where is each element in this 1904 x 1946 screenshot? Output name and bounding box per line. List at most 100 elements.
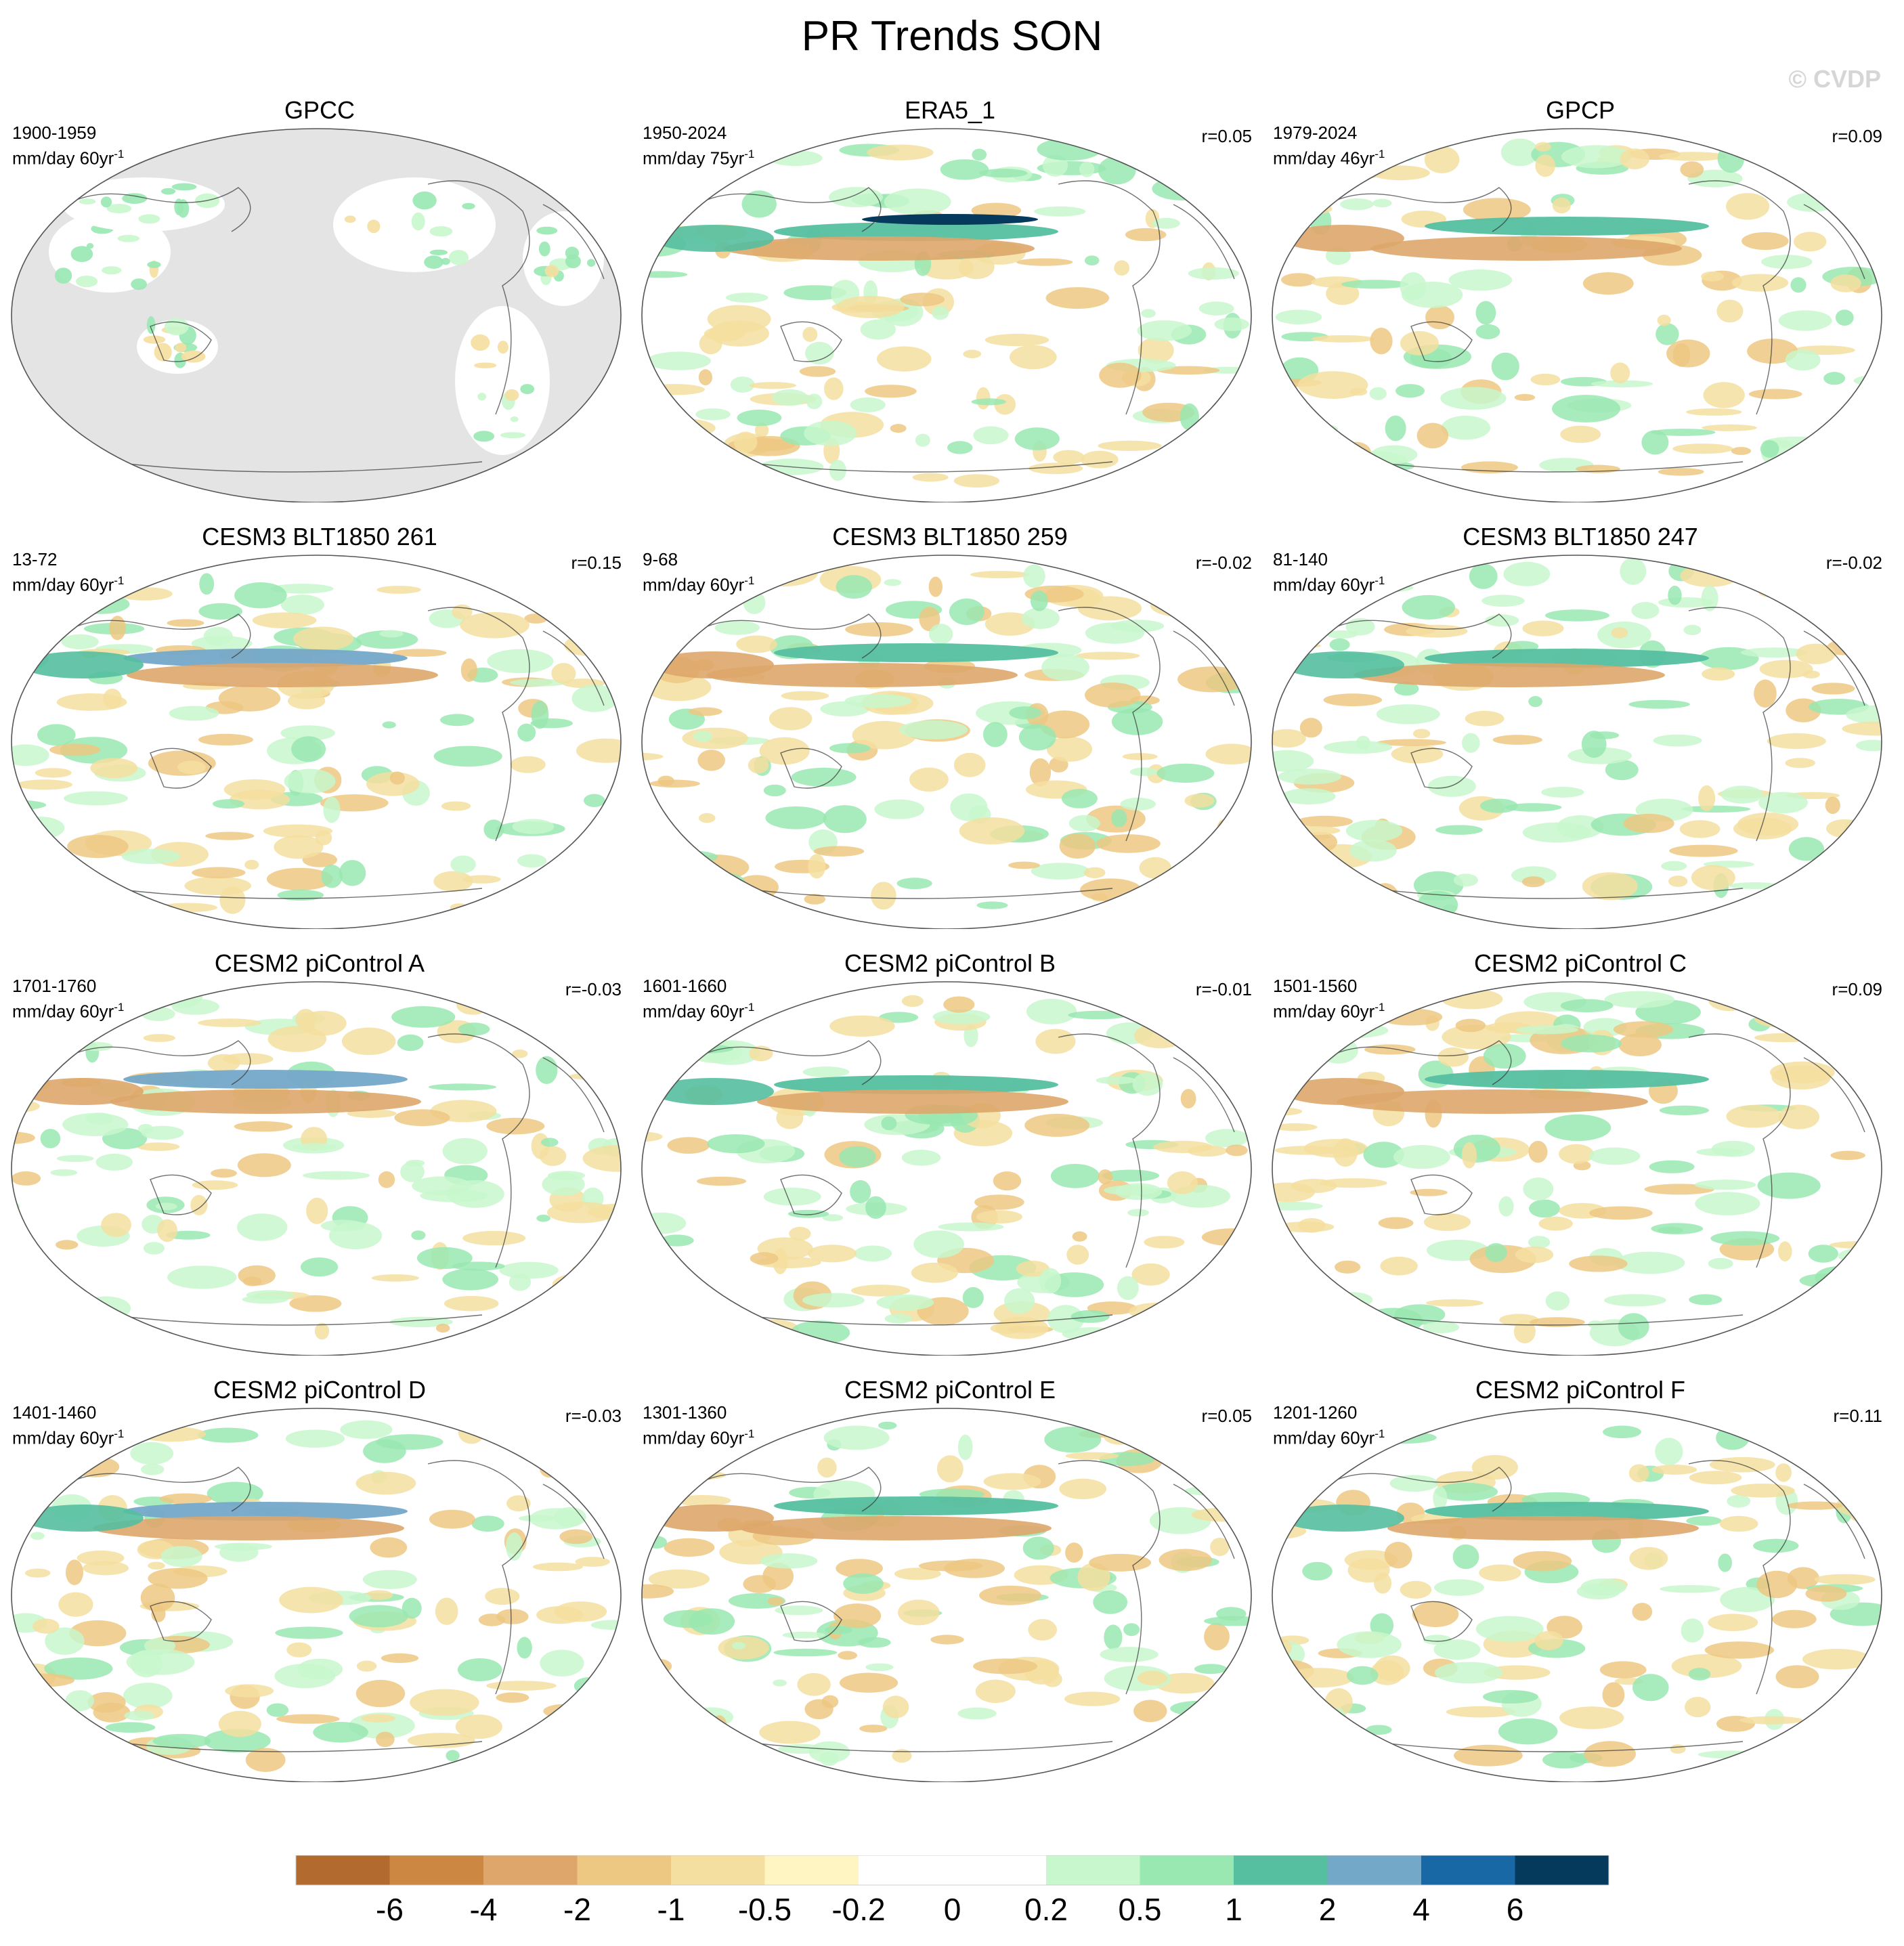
trend-blob (1559, 1706, 1624, 1729)
trend-blob (930, 1635, 964, 1645)
trend-blob (517, 854, 547, 868)
trend-blob (56, 693, 127, 711)
trend-blob (211, 1169, 237, 1178)
trend-blob (1753, 1538, 1799, 1553)
trend-blob (1093, 1590, 1128, 1614)
trend-blob (1485, 1242, 1507, 1262)
trend-blob (1369, 387, 1387, 400)
trend-blob (389, 771, 405, 785)
trend-blob (749, 382, 796, 389)
trend-blob (1289, 202, 1333, 215)
trend-blob (20, 1718, 43, 1742)
trend-blob (759, 737, 810, 765)
pattern-correlation: r=0.05 (1201, 1406, 1252, 1426)
trend-blob (736, 635, 777, 653)
trend-blob (1133, 1700, 1167, 1723)
trend-blob (448, 250, 469, 265)
trend-blob (615, 995, 621, 1008)
trend-blob (1310, 438, 1325, 462)
map-frame (11, 555, 622, 929)
trend-blob (1310, 158, 1337, 178)
trend-blob (1297, 815, 1353, 827)
trend-blob (1210, 1538, 1230, 1557)
trend-blob (1023, 564, 1045, 588)
trend-blob (957, 1434, 973, 1461)
colorbar-segment (1046, 1855, 1140, 1885)
units-label: mm/day 60yr (1273, 1001, 1375, 1022)
trend-blob (1552, 395, 1620, 423)
trend-blob (1292, 1467, 1341, 1481)
units-label: mm/day 60yr (12, 148, 114, 169)
trend-blob (530, 1744, 554, 1754)
trend-blob (1561, 145, 1632, 169)
trend-blob (355, 1679, 406, 1708)
coastline (48, 607, 605, 899)
trend-blob (590, 1620, 621, 1630)
trend-blob (1137, 320, 1192, 341)
trend-blob (1425, 1299, 1484, 1307)
trend-blob (1686, 408, 1742, 416)
trend-blob (1146, 569, 1163, 588)
trend-blob (1272, 143, 1301, 168)
map-panel: CESM3 BLT1850 259 9-68 mm/day 60yr-1 r=-0.0… (639, 523, 1261, 949)
trend-blob (1844, 1484, 1882, 1509)
map-panel: CESM3 BLT1850 261 13-72 mm/day 60yr-1 r=0.1… (8, 523, 631, 949)
trend-blob (536, 1606, 584, 1624)
trend-blob (915, 433, 930, 447)
trend-blob (79, 198, 96, 204)
trend-blob (973, 1658, 1038, 1674)
trend-blob (1787, 1501, 1843, 1510)
trend-blob (275, 1626, 343, 1639)
map-frame (1272, 128, 1882, 502)
trend-blob (1791, 442, 1844, 469)
trend-blob (898, 1599, 940, 1626)
trend-blob (1402, 594, 1455, 620)
trend-blob (1326, 630, 1358, 639)
trend-blob (1576, 1583, 1620, 1600)
trend-blob (252, 612, 317, 628)
map-background (12, 129, 621, 502)
trend-blob (1423, 1321, 1460, 1333)
trend-blob (1479, 1564, 1521, 1582)
map-panel: CESM2 piControl C 1501-1560 mm/day 60yr-1 r… (1269, 949, 1892, 1376)
trend-blob (646, 873, 674, 886)
trend-blob (190, 1194, 208, 1215)
trend-blob (858, 1637, 891, 1648)
trend-blob (1776, 140, 1799, 150)
trend-blob (1416, 423, 1449, 449)
trend-blob (1717, 144, 1745, 173)
trend-blob (1560, 999, 1614, 1013)
colorbar: -6 -4 -2 -1 -0.5 -0.2 0 0.2 0.5 1 2 4 6 (295, 1855, 1609, 1927)
trend-blob (400, 1161, 425, 1182)
trend-blob (1389, 1475, 1439, 1492)
trend-blob (1384, 1542, 1412, 1569)
map-panel: CESM2 piControl A 1701-1760 mm/day 60yr-1 r… (8, 949, 631, 1376)
trend-blob (1541, 787, 1584, 798)
map-panel: ERA5_1 1950-2024 mm/day 75yr-1 r=0.05 (639, 96, 1261, 523)
trend-blob (1335, 150, 1395, 160)
trend-blob (983, 722, 1008, 748)
trend-blob (540, 1649, 584, 1677)
trend-blob (1718, 1553, 1732, 1572)
trend-blob (382, 721, 396, 729)
trend-blob (362, 1570, 417, 1589)
trend-blob (1303, 1139, 1368, 1158)
trend-blob (1323, 693, 1383, 707)
trend-blob (1767, 733, 1826, 750)
trend-blob (471, 1515, 504, 1532)
units-label: mm/day 60yr (12, 1001, 114, 1022)
trend-blob (33, 1618, 60, 1634)
trend-blob (1824, 140, 1870, 167)
trend-blob (559, 1529, 593, 1544)
trend-blob (1846, 1013, 1866, 1035)
trend-blob (245, 1748, 286, 1772)
trend-blob (1610, 362, 1630, 384)
trend-blob (750, 559, 819, 587)
trend-blob (1068, 815, 1100, 832)
trend-blob (1022, 1536, 1054, 1560)
trend-blob (428, 1083, 497, 1091)
trend-blob (1366, 1725, 1392, 1735)
trend-blob (1679, 820, 1721, 838)
trend-blob (735, 1424, 785, 1436)
trend-blob (650, 418, 716, 438)
